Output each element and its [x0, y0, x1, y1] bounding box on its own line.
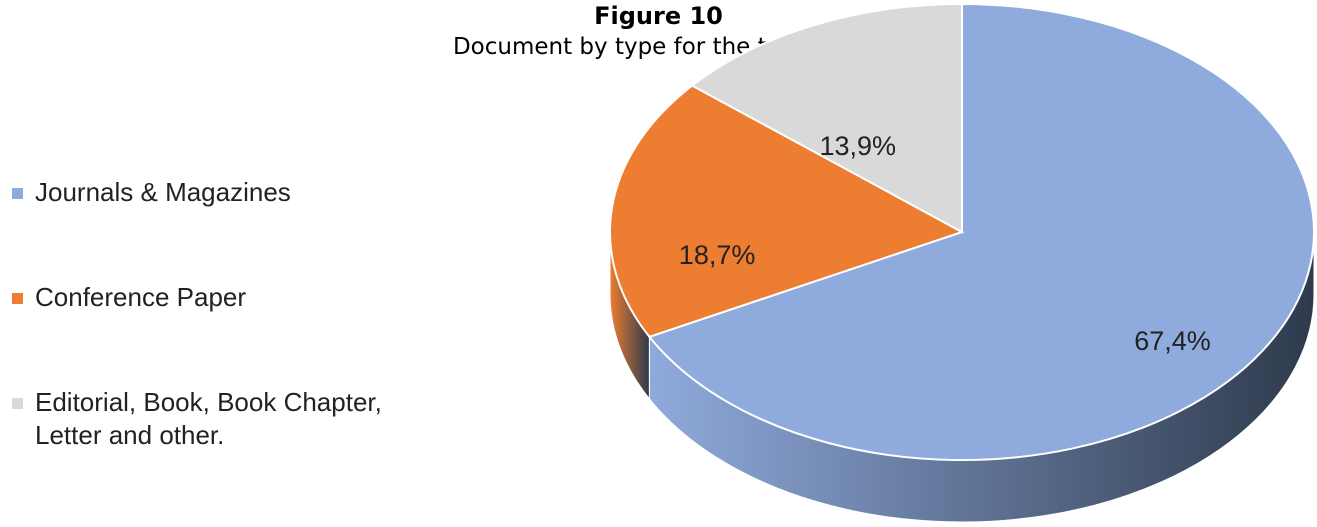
legend-label: Conference Paper — [35, 282, 247, 312]
data-label: 18,7% — [679, 240, 756, 270]
legend-swatch — [12, 188, 23, 199]
chart-title: Figure 10 — [594, 2, 723, 30]
legend-label: Editorial, Book, Book Chapter, Letter an… — [35, 387, 382, 450]
legend-label: Journals & Magazines — [35, 177, 291, 207]
legend: Journals & Magazines Conference Paper Edit… — [12, 176, 482, 524]
data-label: 13,9% — [820, 131, 897, 161]
legend-item: Conference Paper — [12, 281, 482, 314]
slice — [609, 84, 965, 338]
data-label: 67,4% — [1134, 326, 1211, 356]
legend-swatch — [12, 293, 23, 304]
legend-swatch — [12, 398, 23, 409]
legend-item: Editorial, Book, Book Chapter, Letter an… — [12, 386, 482, 452]
slice — [647, 2, 1315, 461]
slice — [690, 2, 963, 234]
legend-item: Journals & Magazines — [12, 176, 482, 209]
